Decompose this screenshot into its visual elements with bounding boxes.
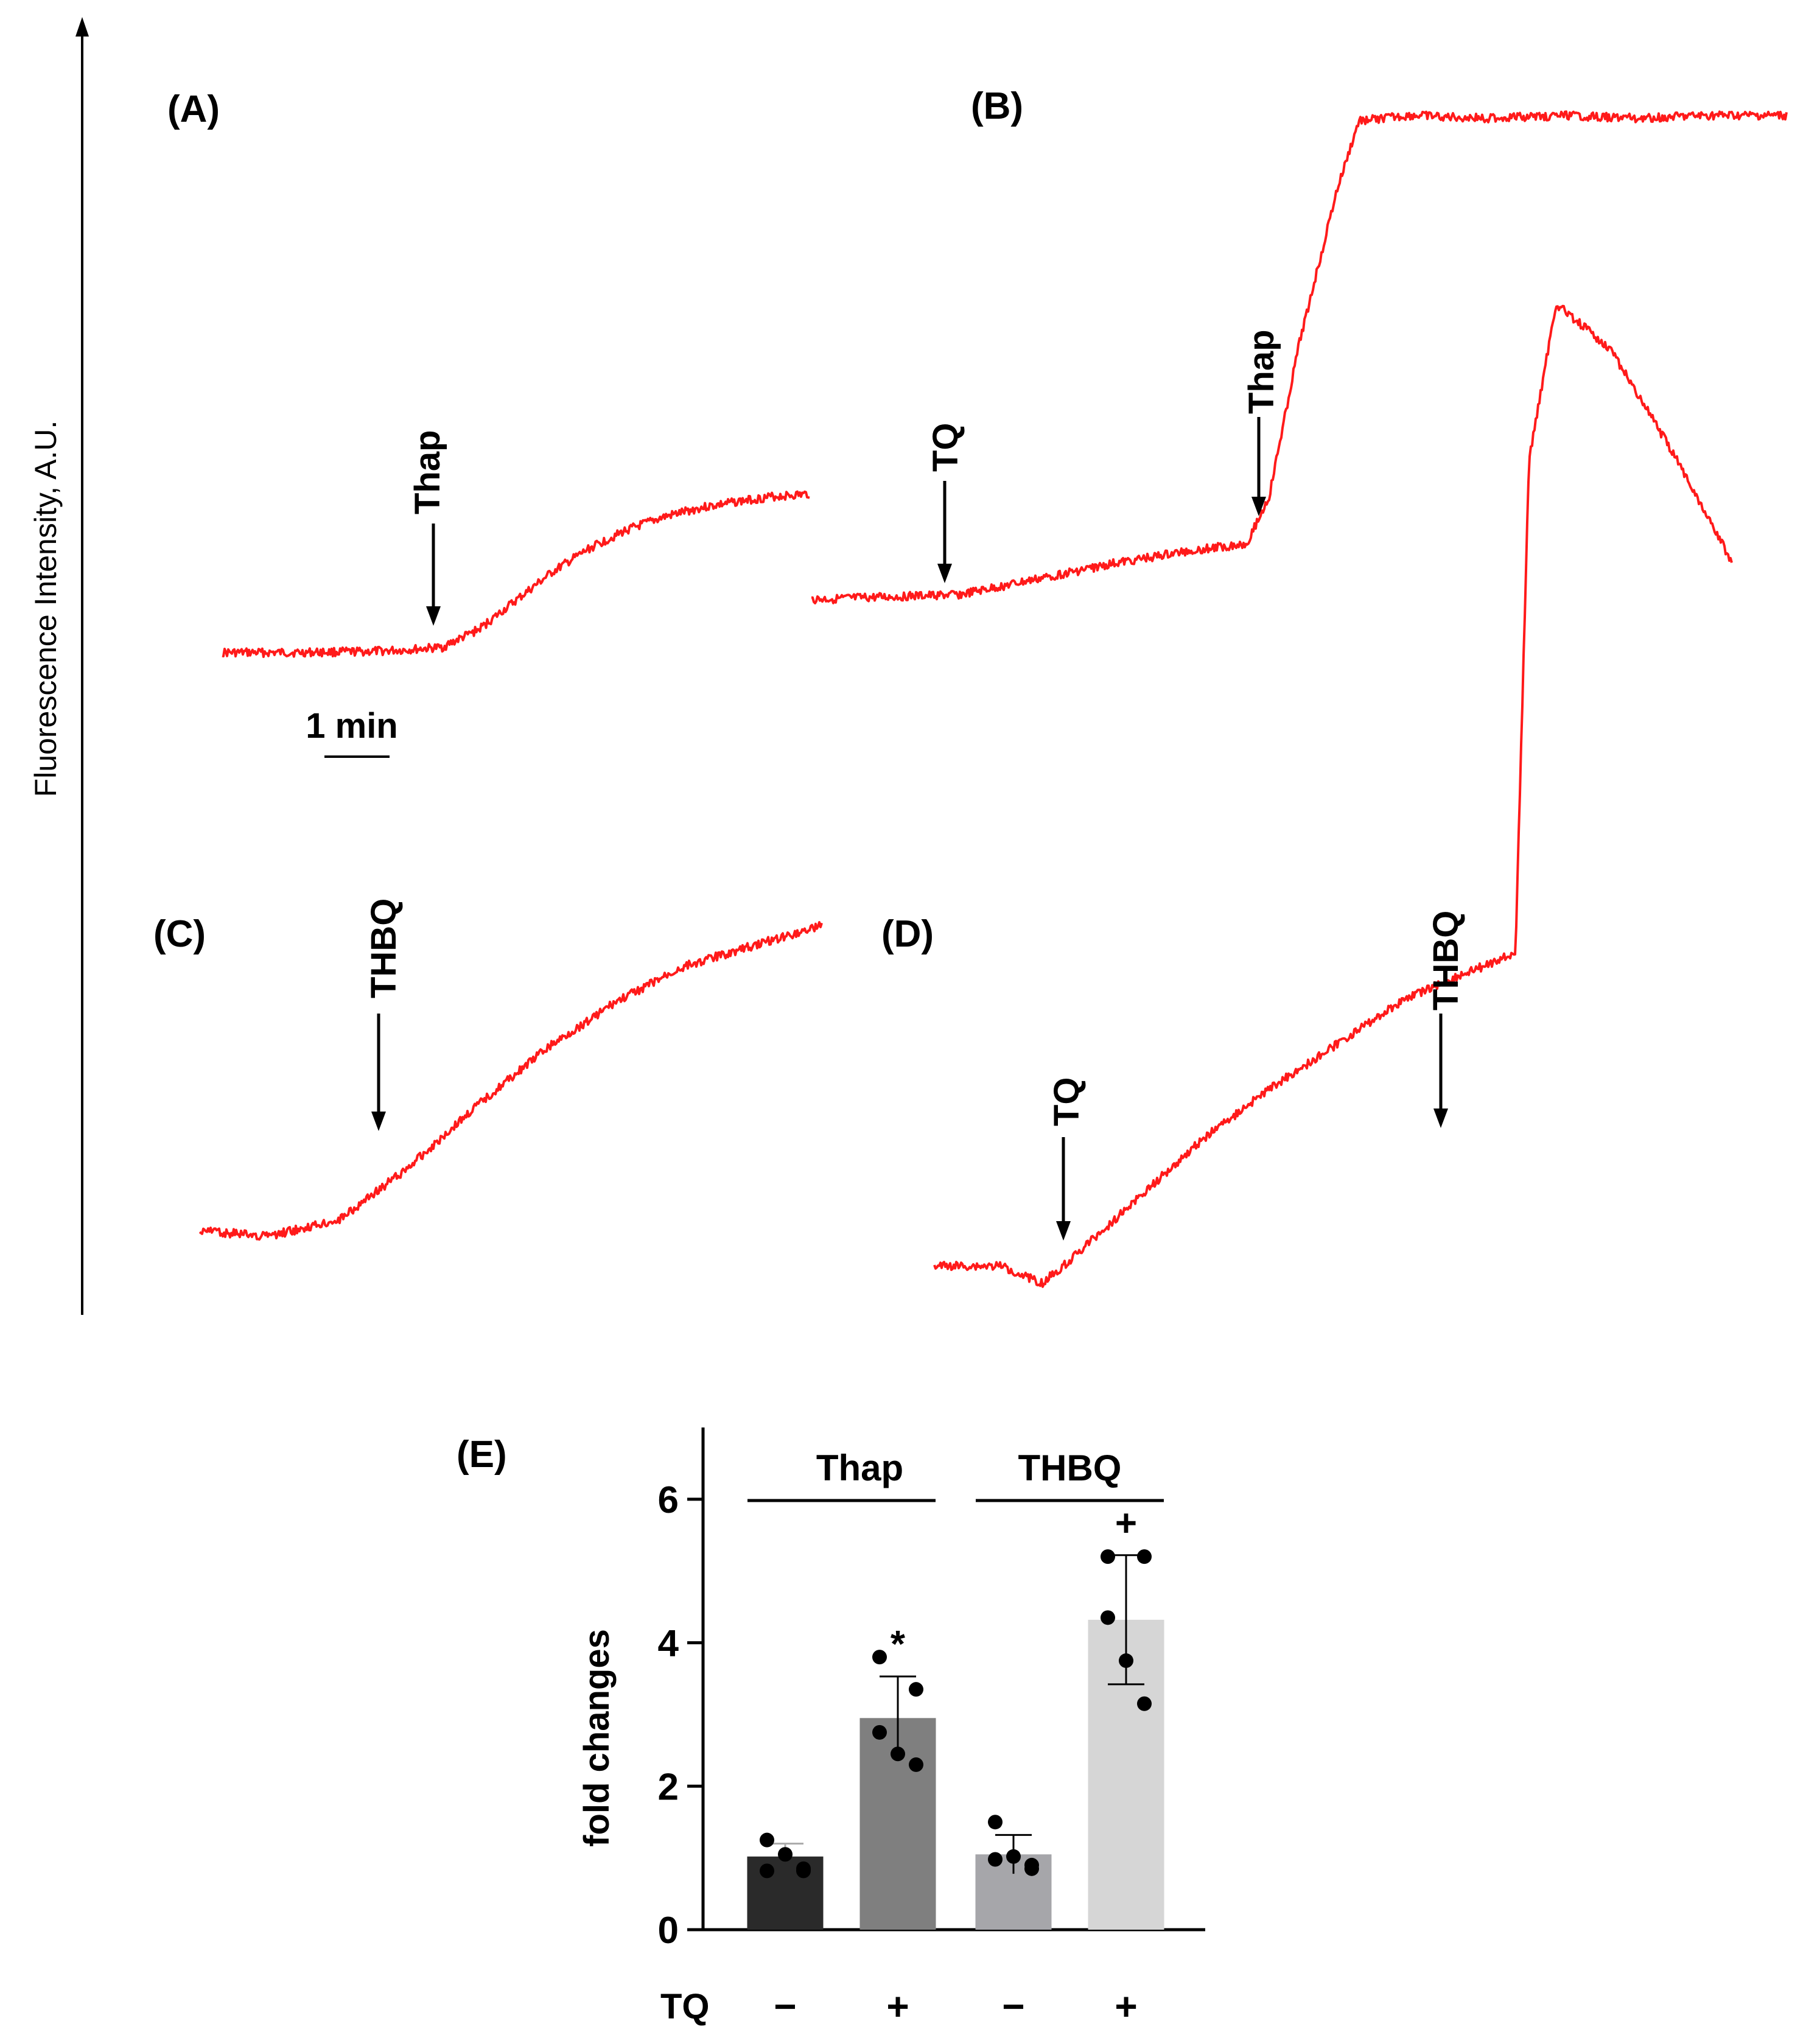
- data-point-0-2: [760, 1863, 774, 1879]
- data-point-1-1: [909, 1682, 923, 1697]
- tq-sign-3: +: [1115, 1984, 1137, 2028]
- trace-panel-d: [933, 304, 1733, 1288]
- arrow-c-thbq-head: [371, 1112, 386, 1131]
- bar-chart-y-label: fold changes: [577, 1629, 617, 1847]
- group-label-0: Thap: [816, 1448, 903, 1488]
- data-point-1-0: [872, 1650, 887, 1665]
- tq-row-label: TQ: [660, 1987, 710, 2026]
- addition-arrow-a-thap: Thap: [408, 430, 447, 626]
- panel-c-title: (C): [153, 913, 206, 955]
- tq-sign-1: +: [886, 1984, 909, 2028]
- arrow-d-thbq-label: THBQ: [1426, 911, 1466, 1010]
- y-tick-label-2: 4: [658, 1623, 679, 1665]
- arrow-b-thap-head: [1251, 497, 1266, 516]
- trace-panel-c: [198, 921, 823, 1241]
- data-point-1-3: [891, 1746, 905, 1762]
- data-point-2-2: [988, 1852, 1003, 1867]
- data-point-1-2: [872, 1725, 887, 1740]
- panel-d-title: (D): [881, 913, 934, 955]
- bar-0: [747, 1856, 824, 1930]
- data-point-1-4: [909, 1757, 923, 1772]
- data-point-3-3: [1119, 1653, 1133, 1669]
- data-point-2-4: [1024, 1857, 1039, 1872]
- trace-panel-a: [222, 490, 810, 658]
- arrow-c-thbq-label: THBQ: [364, 898, 404, 998]
- addition-arrow-d-thbq: THBQ: [1426, 911, 1466, 1128]
- data-point-3-4: [1137, 1696, 1152, 1711]
- shared-y-axis-label: Fluorescence Intensity, A.U.: [29, 421, 63, 797]
- arrow-d-tq-head: [1056, 1221, 1071, 1241]
- y-tick-label-0: 0: [658, 1910, 679, 1952]
- data-point-3-0: [1101, 1549, 1115, 1564]
- addition-arrow-c-thbq: THBQ: [364, 898, 404, 1131]
- scale-bar: 1 min: [306, 706, 398, 758]
- bar-chart-bars: [747, 1619, 1164, 1930]
- scale-bar-label: 1 min: [306, 706, 398, 746]
- trace-panel-b: [811, 110, 1788, 604]
- data-point-0-3: [778, 1847, 793, 1862]
- data-point-3-1: [1137, 1549, 1152, 1564]
- arrow-a-thap-label: Thap: [408, 430, 447, 514]
- tq-sign-0: −: [774, 1984, 796, 2028]
- arrow-b-tq-head: [937, 564, 952, 583]
- arrow-b-thap-label: Thap: [1242, 329, 1281, 414]
- data-point-2-0: [988, 1815, 1003, 1830]
- addition-arrow-b-thap: Thap: [1242, 329, 1281, 516]
- bar-chart-error-bars: [767, 1554, 1144, 1874]
- y-tick-label-3: 6: [658, 1479, 679, 1521]
- arrow-b-tq-label: TQ: [926, 422, 965, 472]
- shared-y-axis-arrowhead: [75, 17, 89, 37]
- group-label-1: THBQ: [1018, 1448, 1122, 1488]
- panel-b-title: (B): [971, 85, 1023, 127]
- y-tick-label-1: 2: [658, 1766, 679, 1808]
- data-point-0-0: [760, 1832, 774, 1848]
- data-point-3-2: [1101, 1610, 1115, 1625]
- panel-a-title: (A): [167, 88, 220, 130]
- shared-y-axis: Fluorescence Intensity, A.U.: [29, 17, 89, 1315]
- data-point-2-3: [1006, 1849, 1021, 1864]
- panel-e-title: (E): [457, 1434, 507, 1476]
- arrow-a-thap-head: [426, 606, 441, 626]
- bar-chart-points: [760, 1549, 1152, 1879]
- addition-arrow-d-tq: TQ: [1047, 1077, 1087, 1241]
- addition-arrow-b-tq: TQ: [926, 422, 965, 583]
- arrow-d-tq-label: TQ: [1047, 1077, 1087, 1126]
- significance-mark-1: *: [891, 1623, 906, 1665]
- trace-layer: [198, 110, 1788, 1288]
- tq-sign-2: −: [1002, 1984, 1024, 2028]
- significance-mark-3: +: [1115, 1502, 1137, 1544]
- bar-chart-labels: − + * − + + Thap THBQ: [747, 1448, 1164, 2028]
- bar-chart-e: fold changes TQ 0 2 4 6 − + * − + + Thap THBQ: [577, 1427, 1205, 2028]
- arrow-d-thbq-head: [1433, 1109, 1448, 1128]
- data-point-0-4: [796, 1861, 811, 1876]
